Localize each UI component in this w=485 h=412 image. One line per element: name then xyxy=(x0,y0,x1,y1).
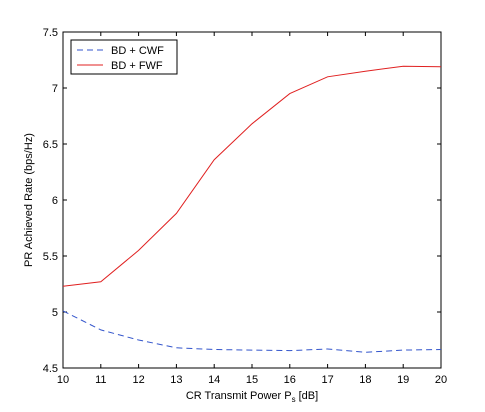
plot-frame xyxy=(62,31,442,369)
x-axis-label: CR Transmit Power Ps [dB] xyxy=(186,390,318,404)
x-tick-label: 10 xyxy=(57,374,69,386)
y-tick-label: 6 xyxy=(52,195,58,207)
series-layer xyxy=(62,65,442,353)
axis-ticks: 10 11 12 13 14 15 16 17 18 19 20 4.5 5 5.5 6 6.5 7 7.5 xyxy=(43,27,447,386)
x-tick-label: 18 xyxy=(359,374,371,386)
legend-box xyxy=(70,39,178,75)
y-axis-label: PR Achieved Rate (bps/Hz) xyxy=(23,133,35,267)
x-tick-label: 15 xyxy=(246,374,258,386)
x-tick-label: 19 xyxy=(397,374,409,386)
x-tick-label: 12 xyxy=(132,374,144,386)
legend-label-2: BD + FWF xyxy=(111,60,163,72)
x-tick-label: 11 xyxy=(95,374,106,386)
plot-area xyxy=(62,31,442,369)
series-line-2 xyxy=(62,65,442,287)
x-tick-label: 17 xyxy=(321,374,333,386)
y-tick-label: 5 xyxy=(52,307,58,319)
y-tick-label: 7 xyxy=(52,83,58,95)
x-tick-label: 16 xyxy=(284,374,296,386)
legend-label-1: BD + CWF xyxy=(111,45,164,57)
y-tick-label: 7.5 xyxy=(43,27,58,39)
y-tick-label: 4.5 xyxy=(43,363,58,375)
x-tick-label: 20 xyxy=(435,374,447,386)
y-tick-label: 6.5 xyxy=(43,139,58,151)
y-tick-label: 5.5 xyxy=(43,251,58,263)
x-tick-label: 14 xyxy=(208,374,220,386)
series-line-1 xyxy=(62,310,442,353)
legend: BD + CWF BD + FWF xyxy=(70,39,178,75)
x-tick-label: 13 xyxy=(170,374,182,386)
